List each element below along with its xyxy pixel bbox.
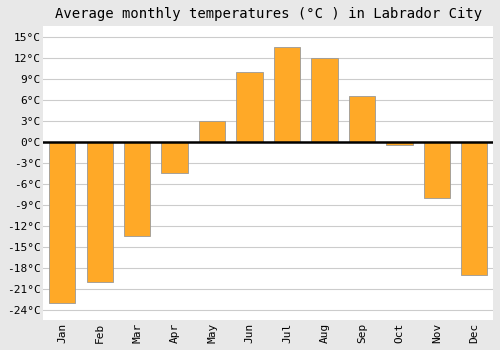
Bar (86, 142, 113, 281)
Bar (461, 142, 487, 274)
Title: Average monthly temperatures (°C ) in Labrador City: Average monthly temperatures (°C ) in La… (54, 7, 482, 21)
Bar (124, 142, 150, 236)
Bar (236, 72, 262, 142)
Bar (424, 142, 450, 198)
Bar (199, 121, 225, 142)
Bar (349, 96, 375, 142)
Bar (49, 142, 76, 302)
Bar (386, 142, 412, 145)
Bar (312, 58, 338, 142)
Bar (274, 47, 300, 142)
Bar (162, 142, 188, 173)
